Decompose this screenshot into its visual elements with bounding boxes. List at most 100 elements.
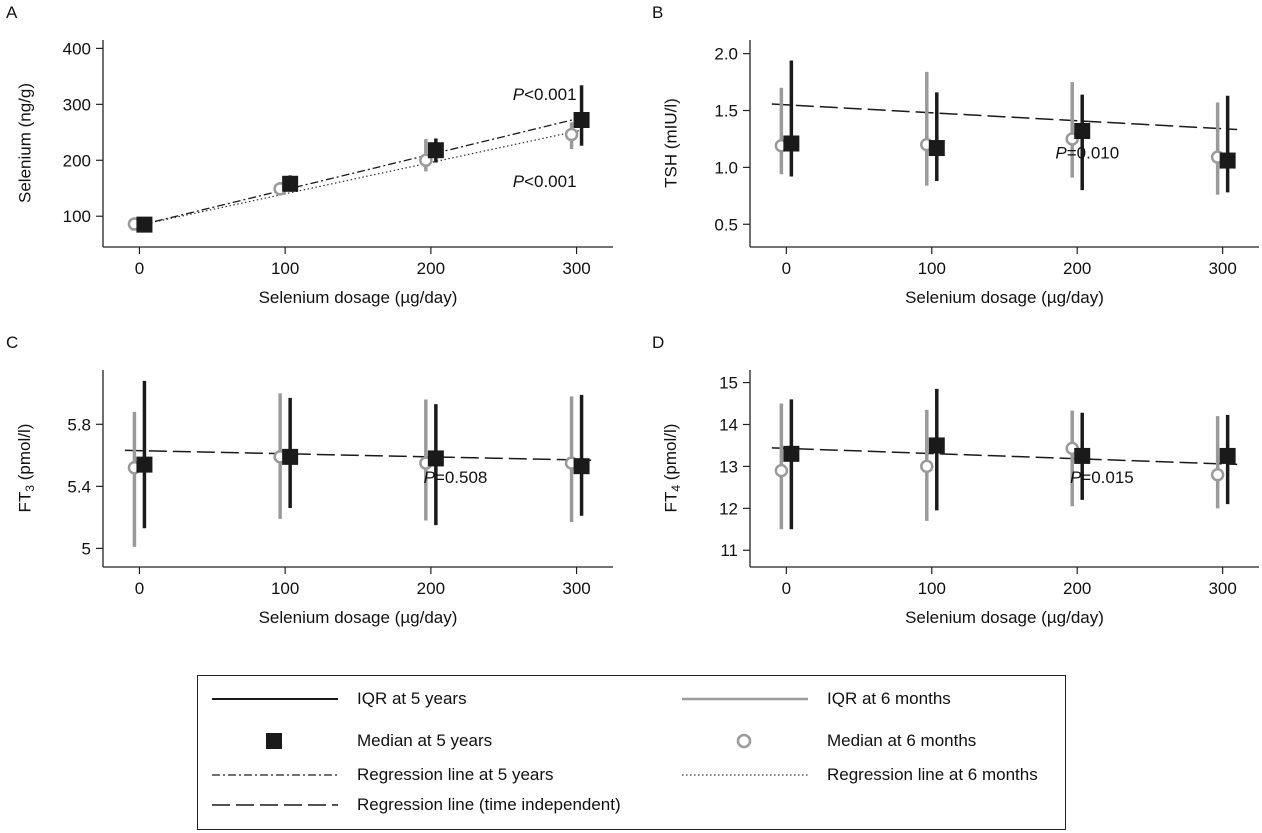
regression-line-time-independent	[124, 449, 592, 462]
p-value-symbol: P	[1070, 468, 1082, 487]
x-axis-title: Selenium dosage (µg/day)	[259, 288, 458, 307]
y-axis-title-unit: (pmol/l)	[15, 424, 34, 485]
panel-letter: B	[652, 3, 663, 22]
median-marker-6-months	[774, 463, 789, 478]
x-tick-label: 200	[417, 259, 445, 278]
p-value-label: P<0.001	[513, 85, 577, 104]
median-marker-5-years	[573, 112, 590, 129]
y-axis-title-unit: (pmol/l)	[661, 424, 680, 485]
median-marker-5-years	[136, 216, 153, 233]
x-tick-label: 0	[135, 259, 144, 278]
median-marker-5-years	[1074, 447, 1091, 464]
y-tick-label: 14	[719, 415, 738, 434]
median-marker-6-months	[920, 459, 934, 474]
p-value-number: =0.508	[435, 468, 487, 487]
y-tick-label: 200	[63, 151, 91, 170]
legend-label: IQR at 5 years	[357, 689, 467, 708]
y-tick-label: 5.4	[67, 477, 91, 496]
p-value-label: P<0.001	[513, 172, 577, 191]
x-tick-label: 200	[1063, 259, 1091, 278]
p-value-label: P=0.015	[1070, 468, 1134, 487]
median-marker-5-years	[928, 140, 945, 157]
y-tick-label: 13	[719, 457, 738, 476]
median-marker-5-years	[427, 142, 444, 159]
panel-letter: C	[6, 333, 18, 352]
y-tick-label: 0.5	[714, 215, 738, 234]
regression-line-time-independent	[771, 103, 1238, 131]
y-tick-label: 11	[720, 541, 738, 560]
legend-box: IQR at 5 years IQR at 6 months Median at…	[197, 675, 1066, 830]
p-value-label: P=0.010	[1055, 143, 1119, 162]
y-axis-title: FT4 (pmol/l)	[661, 424, 683, 513]
median-marker-5-years	[1219, 447, 1236, 464]
regression-line-time-independent	[771, 447, 1238, 466]
legend-label: Regression line at 6 months	[827, 765, 1038, 784]
panel-letter: A	[6, 3, 18, 22]
y-axis-title: TSH (mIU/l)	[661, 98, 680, 188]
legend-label: Median at 6 months	[827, 731, 977, 750]
y-tick-label: 100	[63, 207, 91, 226]
p-value-number: <0.001	[524, 172, 576, 191]
regression-line-5-years	[139, 116, 585, 226]
y-tick-label: 300	[63, 95, 91, 114]
x-axis-title: Selenium dosage (µg/day)	[905, 608, 1104, 627]
p-value-symbol: P	[1055, 143, 1067, 162]
x-tick-label: 200	[1063, 579, 1091, 598]
p-value-symbol: P	[424, 468, 436, 487]
panel-letter: D	[652, 333, 664, 352]
x-tick-label: 300	[1208, 579, 1236, 598]
legend-label: IQR at 6 months	[827, 689, 951, 708]
x-tick-label: 200	[417, 579, 445, 598]
p-value-symbol: P	[513, 85, 525, 104]
median-marker-5-years	[136, 456, 153, 473]
x-tick-label: 300	[562, 259, 590, 278]
x-tick-label: 0	[135, 579, 144, 598]
median-marker-5-years	[928, 437, 945, 454]
median-marker-6-months	[564, 127, 579, 142]
median-marker-5-years	[783, 445, 800, 462]
y-tick-label: 400	[63, 39, 91, 58]
median-marker-5-years	[783, 135, 800, 152]
y-tick-label: 1.0	[714, 158, 738, 177]
x-tick-label: 0	[782, 579, 791, 598]
x-tick-label: 0	[782, 259, 791, 278]
p-value-number: <0.001	[524, 85, 576, 104]
x-tick-label: 300	[562, 579, 590, 598]
median-marker-5-years	[427, 450, 444, 467]
legend-label: Regression line at 5 years	[357, 765, 554, 784]
x-tick-label: 100	[271, 259, 299, 278]
legend-label: Regression line (time independent)	[357, 795, 621, 814]
y-axis-title: FT3 (pmol/l)	[15, 424, 37, 513]
y-tick-label: 1.5	[714, 102, 738, 121]
median-marker-5-years	[1074, 122, 1091, 139]
p-value-number: =0.010	[1067, 143, 1119, 162]
legend-label: Median at 5 years	[357, 731, 493, 750]
x-axis-title: Selenium dosage (µg/day)	[905, 288, 1104, 307]
x-axis-title: Selenium dosage (µg/day)	[259, 608, 458, 627]
y-axis-title-subscript: 4	[669, 485, 683, 492]
x-tick-label: 100	[271, 579, 299, 598]
y-tick-label: 2.0	[714, 45, 738, 64]
y-tick-label: 15	[719, 374, 738, 393]
panel-c: C 5 5.4 5.8 0 100 200 300 Selenium dosage (µg/da…	[6, 333, 613, 627]
median-marker-5-years	[282, 175, 299, 192]
panel-b: B 0.5 1.0 1.5 2.0 0 100 200 300 Selenium dosage (…	[652, 3, 1259, 307]
y-tick-label: 12	[719, 499, 738, 518]
median-marker-6-months	[1210, 468, 1225, 482]
x-tick-label: 300	[1208, 259, 1236, 278]
panel-a: A 100 200 300 400 0 100 200 300 Selenium dosage (…	[6, 3, 613, 307]
panel-d: D 11 12 13 14 15 0 100 200 300 Selenium dosage (µg…	[652, 333, 1259, 627]
p-value-symbol: P	[513, 172, 525, 191]
y-tick-label: 5	[82, 539, 91, 558]
median-marker-5-years	[282, 448, 299, 465]
y-tick-label: 5.8	[67, 415, 91, 434]
median-marker-5-years	[1219, 152, 1236, 169]
x-tick-label: 100	[918, 579, 946, 598]
y-axis-title-subscript: 3	[23, 485, 37, 492]
p-value-label: P=0.508	[424, 468, 488, 487]
median-marker-5-years	[573, 458, 590, 475]
p-value-number: =0.015	[1081, 468, 1133, 487]
y-axis-title: Selenium (ng/g)	[15, 83, 34, 203]
x-tick-label: 100	[918, 259, 946, 278]
